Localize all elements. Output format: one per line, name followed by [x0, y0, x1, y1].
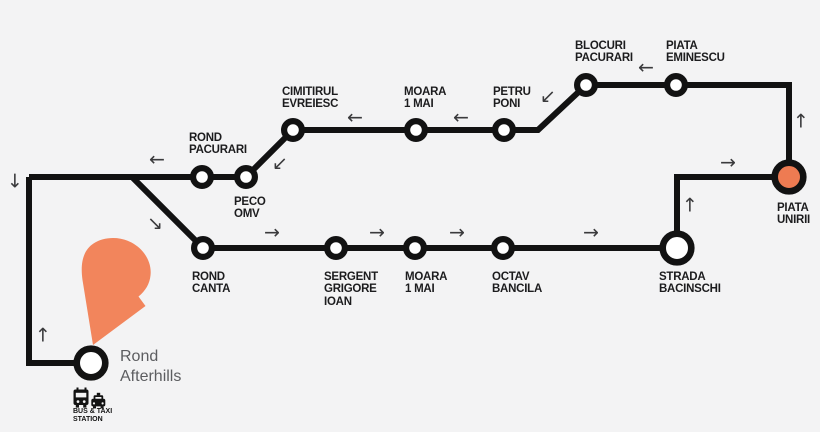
- station-node-sergent-grigore-ioan: [324, 236, 349, 261]
- station-node-strada-bacinschi: [659, 230, 695, 266]
- direction-arrow-right: →: [264, 221, 280, 244]
- route-segment-afterhills-spur: [26, 177, 91, 366]
- direction-arrow-down-left: ↙: [272, 152, 288, 175]
- location-pin-icon: [81, 238, 151, 345]
- station-label-rond-pacurari: ROND PACURARI: [189, 132, 247, 157]
- station-label-rond-canta: ROND CANTA: [192, 271, 231, 296]
- station-node-blocuri-pacurari: [573, 72, 598, 97]
- station-node-octav-bancila: [491, 236, 516, 261]
- station-node-moara-1-mai-bottom: [403, 236, 428, 261]
- station-node-rond-canta: [191, 236, 216, 261]
- direction-arrow-down-right: ↘: [147, 212, 163, 235]
- direction-arrow-right: →: [369, 221, 385, 244]
- station-label-moara-1-mai-top: MOARA 1 MAI: [404, 86, 447, 111]
- station-label-petru-poni: PETRU PONI: [493, 86, 531, 111]
- station-label-peco-omv: PECO OMV: [234, 196, 266, 221]
- station-node-piata-eminescu: [663, 72, 688, 97]
- station-node-peco-omv: [234, 165, 259, 190]
- station-node-petru-poni: [492, 117, 517, 142]
- direction-arrow-right: →: [583, 221, 599, 244]
- direction-arrow-down-left: ↙: [540, 85, 556, 108]
- station-label-octav-bancila: OCTAV BANCILA: [492, 271, 542, 296]
- direction-arrow-left: ←: [347, 106, 363, 129]
- station-label-sergent-grigore-ioan: SERGENT GRIGORE IOAN: [324, 271, 378, 308]
- direction-arrow-up: ↑: [793, 110, 809, 133]
- station-label-piata-unirii: PIATA UNIRII: [777, 202, 810, 227]
- taxi-icon: [91, 392, 106, 409]
- bus-icon: [73, 387, 89, 408]
- station-node-rond-afterhills: [73, 345, 109, 381]
- station-node-piata-unirii: [771, 159, 807, 195]
- direction-arrow-left: ←: [453, 106, 469, 129]
- direction-arrow-right: →: [720, 151, 736, 174]
- direction-arrow-left: ←: [149, 148, 165, 171]
- station-node-rond-pacurari: [190, 165, 215, 190]
- station-label-cimitirul-evreiesc: CIMITIRUL EVREIESC: [282, 86, 339, 111]
- station-label-blocuri-pacurari: BLOCURI PACURARI: [575, 40, 633, 65]
- station-label-piata-eminescu: PIATA EMINESCU: [666, 40, 725, 65]
- station-label-strada-bacinschi: STRADA BACINSCHI: [659, 271, 721, 296]
- direction-arrow-left: ←: [638, 56, 654, 79]
- direction-arrow-down: ↓: [7, 170, 23, 193]
- station-node-moara-1-mai-top: [404, 117, 429, 142]
- station-node-cimitirul-evreiesc: [281, 117, 306, 142]
- direction-arrow-up: ↑: [682, 194, 698, 217]
- station-label-moara-1-mai-bottom: MOARA 1 MAI: [405, 271, 448, 296]
- bus-taxi-station-label: BUS & TAXI STATION: [73, 408, 113, 423]
- station-label-rond-afterhills: Rond Afterhills: [120, 348, 182, 385]
- direction-arrow-right: →: [449, 221, 465, 244]
- direction-arrow-up: ↑: [35, 324, 51, 347]
